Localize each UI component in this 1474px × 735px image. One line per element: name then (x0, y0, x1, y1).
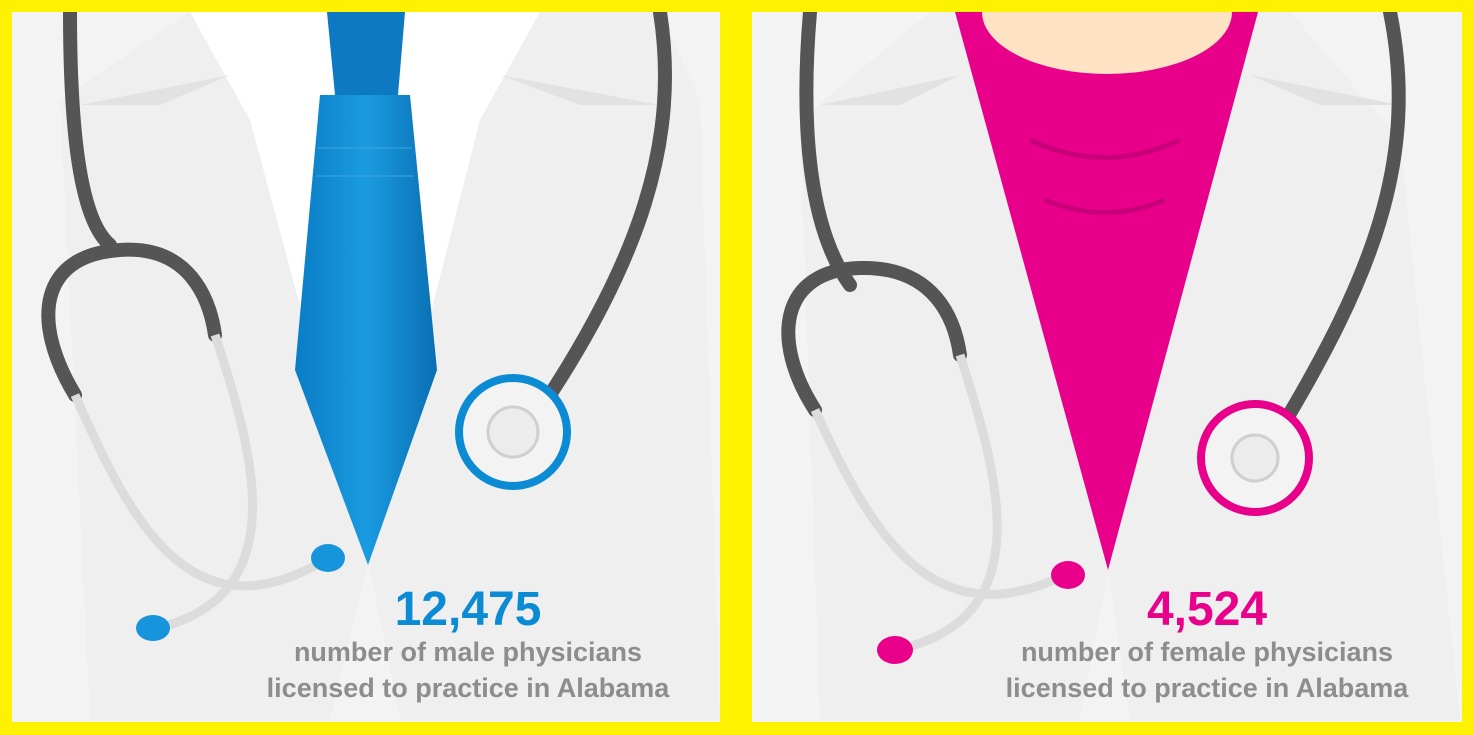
female-count: 4,524 (1147, 583, 1267, 636)
male-count: 12,475 (395, 583, 542, 636)
tie (295, 95, 437, 565)
male-caption: licensed to practice in Alabama (267, 673, 671, 703)
male-caption: number of male physicians (294, 637, 642, 667)
female-panel (752, 12, 1462, 722)
female-caption: licensed to practice in Alabama (1006, 673, 1410, 703)
tie-knot (327, 12, 405, 95)
female-caption: number of female physicians (1021, 637, 1393, 667)
neck (982, 12, 1232, 74)
male-panel (12, 12, 720, 722)
shirt (955, 12, 1258, 570)
